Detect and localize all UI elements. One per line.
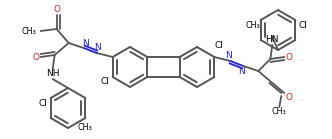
- Text: Cl: Cl: [298, 20, 307, 29]
- Text: O: O: [53, 6, 60, 14]
- Text: N: N: [238, 66, 245, 75]
- Text: CH₃: CH₃: [272, 107, 287, 116]
- Text: CH₃: CH₃: [22, 27, 37, 35]
- Text: Cl: Cl: [100, 78, 109, 86]
- Text: NH: NH: [46, 70, 59, 79]
- Text: N: N: [94, 44, 101, 53]
- Text: O: O: [286, 92, 293, 101]
- Text: Cl: Cl: [39, 99, 47, 107]
- Text: O: O: [286, 53, 293, 61]
- Text: CH₃: CH₃: [78, 122, 92, 131]
- Text: HN: HN: [266, 35, 279, 44]
- Text: N: N: [82, 39, 89, 48]
- Text: Cl: Cl: [215, 40, 224, 49]
- Text: O: O: [32, 53, 39, 61]
- Text: N: N: [225, 52, 232, 60]
- Text: CH₃: CH₃: [246, 20, 260, 29]
